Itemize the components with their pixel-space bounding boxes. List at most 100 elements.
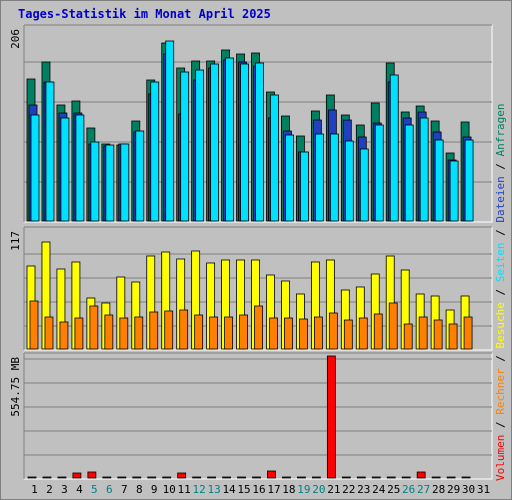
bar-seiten-day-23 — [359, 148, 369, 222]
legend-entry: Anfragen — [494, 103, 507, 156]
bar-seiten-day-2 — [45, 81, 55, 222]
bar-volumen-day-4 — [72, 472, 82, 479]
y-axis-max-label: 117 — [9, 231, 22, 251]
x-tick-label: 11 — [178, 483, 191, 496]
legend-entry: Seiten — [494, 243, 507, 283]
x-tick-label: 5 — [91, 483, 98, 496]
bar-volumen-day-19 — [297, 476, 306, 479]
bar-rechner-day-8 — [134, 316, 144, 350]
bar-volumen-day-24 — [371, 476, 381, 479]
x-tick-label: 26 — [402, 483, 415, 496]
bar-rechner-day-29 — [448, 323, 458, 350]
bar-rechner-day-16 — [254, 305, 263, 350]
bar-seiten-day-17 — [270, 94, 279, 222]
bar-rechner-day-18 — [284, 317, 293, 350]
bar-rechner-day-30 — [463, 316, 473, 350]
chart-panels: 206 117 554.75 MB — [9, 24, 493, 480]
x-tick-label: 17 — [267, 483, 280, 496]
x-tick-label: 6 — [106, 483, 113, 496]
panel-volume: 554.75 MB — [9, 352, 493, 480]
x-tick-label: 1 — [31, 483, 38, 496]
legend-entry: / — [494, 156, 507, 176]
bar-volumen-day-23 — [356, 476, 366, 479]
bar-volumen-day-21 — [326, 355, 336, 479]
bar-rechner-day-9 — [149, 311, 159, 350]
bar-rechner-day-28 — [433, 319, 443, 350]
bar-volumen-day-28 — [431, 476, 441, 479]
bar-rechner-day-1 — [29, 300, 39, 350]
x-tick-label: 12 — [193, 483, 206, 496]
bar-volumen-day-5 — [87, 471, 97, 479]
x-tick-label: 23 — [357, 483, 370, 496]
bar-seiten-day-25 — [389, 74, 399, 222]
bar-seiten-day-4 — [75, 114, 85, 222]
bar-rechner-day-20 — [313, 316, 323, 350]
x-tick-label: 20 — [312, 483, 325, 496]
bar-seiten-day-20 — [314, 133, 324, 222]
legend-entry: / — [494, 349, 507, 369]
bar-seiten-day-14 — [225, 57, 234, 222]
panel-hits: 206 — [9, 24, 493, 223]
bar-rechner-day-12 — [194, 314, 204, 350]
bar-volumen-day-22 — [341, 476, 351, 479]
bar-rechner-day-4 — [74, 317, 84, 350]
bar-rechner-day-27 — [418, 316, 428, 350]
chart-title: Tages-Statistik im Monat April 2025 — [18, 7, 271, 21]
panel-frame — [23, 352, 493, 480]
x-tick-label: 29 — [447, 483, 460, 496]
bar-seiten-day-10 — [165, 40, 175, 222]
y-axis-max-label: 554.75 MB — [9, 357, 22, 417]
bar-rechner-day-2 — [44, 316, 54, 350]
bar-seiten-day-21 — [329, 133, 339, 222]
bar-seiten-day-9 — [150, 81, 160, 222]
legend-entry: / — [494, 415, 507, 435]
legend-entry: Rechner — [494, 368, 507, 415]
bar-volumen-day-9 — [147, 476, 157, 479]
bar-seiten-day-16 — [255, 62, 264, 222]
bar-rechner-day-24 — [373, 313, 383, 350]
bar-seiten-day-22 — [344, 140, 354, 222]
bar-volumen-day-20 — [311, 476, 321, 479]
legend-entry: Dateien — [494, 176, 507, 222]
panel-visits: 117 — [9, 226, 493, 351]
legend-series-names: Volumen / Rechner / Besuche / Seiten / D… — [494, 103, 507, 481]
bar-volumen-day-10 — [162, 476, 172, 479]
bar-rechner-day-17 — [269, 317, 278, 350]
x-tick-label: 14 — [222, 483, 236, 496]
x-tick-label: 28 — [432, 483, 445, 496]
x-tick-label: 30 — [462, 483, 475, 496]
bar-rechner-day-11 — [179, 309, 189, 350]
bar-seiten-day-18 — [285, 134, 294, 222]
bar-seiten-day-3 — [60, 117, 70, 222]
bar-volumen-day-12 — [192, 476, 202, 479]
x-tick-label: 10 — [163, 483, 176, 496]
bar-volumen-day-27 — [416, 471, 426, 479]
bar-seiten-day-28 — [434, 139, 444, 222]
bar-rechner-day-3 — [59, 321, 69, 350]
bar-seiten-day-30 — [464, 139, 474, 222]
bar-rechner-day-22 — [343, 319, 353, 350]
x-tick-label: 4 — [76, 483, 83, 496]
bar-rechner-day-5 — [89, 305, 99, 350]
bar-volumen-day-30 — [461, 476, 471, 479]
x-tick-label: 2 — [46, 483, 53, 496]
legend-entry: / — [494, 223, 507, 243]
bar-volumen-day-15 — [237, 476, 246, 479]
x-tick-label: 24 — [372, 483, 386, 496]
x-tick-label: 21 — [327, 483, 340, 496]
bar-volumen-day-17 — [267, 470, 276, 479]
bar-seiten-day-13 — [210, 63, 220, 222]
bar-volumen-day-8 — [132, 476, 142, 479]
bar-volumen-day-1 — [27, 476, 37, 479]
bar-rechner-day-14 — [224, 316, 233, 350]
bar-volumen-day-26 — [401, 476, 411, 479]
bar-rechner-day-25 — [388, 302, 398, 350]
x-tick-label: 9 — [151, 483, 158, 496]
legend-entry: Volumen — [494, 435, 507, 481]
x-tick-label: 8 — [136, 483, 143, 496]
bar-volumen-day-16 — [252, 476, 261, 479]
bar-volumen-day-29 — [446, 476, 456, 479]
legend-entry: Besuche — [494, 302, 507, 348]
